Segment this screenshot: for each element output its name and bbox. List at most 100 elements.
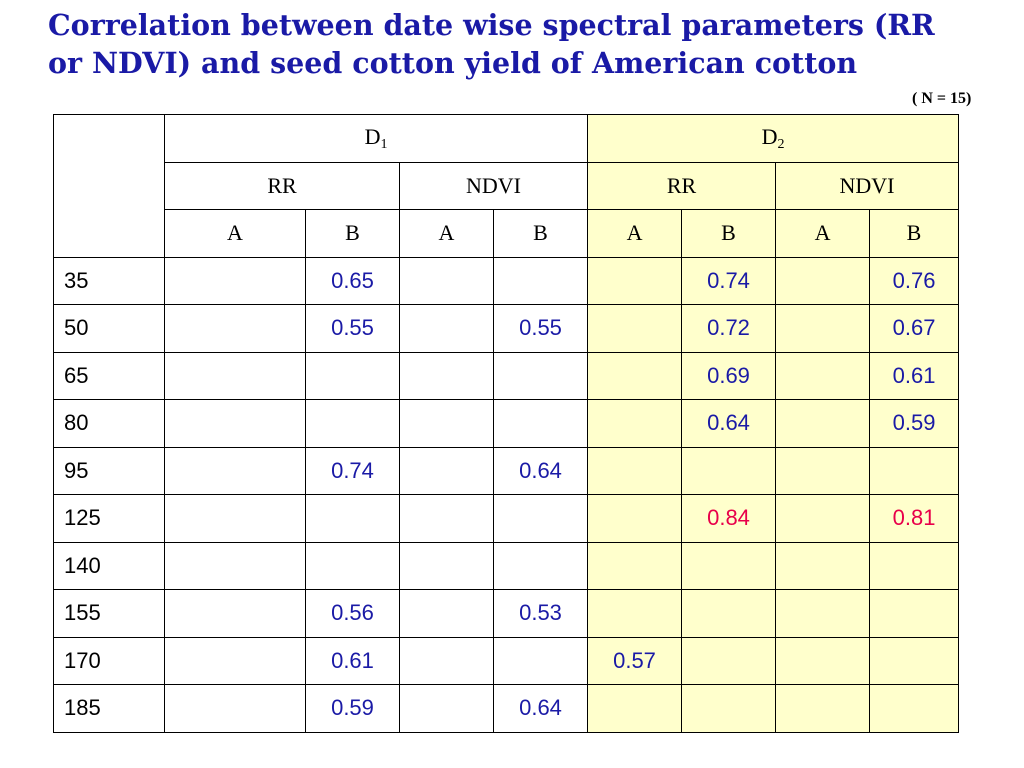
table-cell bbox=[869, 589, 960, 638]
table-row: 170 0.61 0.57 bbox=[53, 636, 960, 685]
table-cell bbox=[164, 684, 306, 733]
table-cell bbox=[399, 351, 494, 400]
row-label: 65 bbox=[53, 351, 165, 400]
table-cell: 0.72 bbox=[681, 304, 777, 353]
table-cell bbox=[775, 494, 871, 543]
header-subcol: A bbox=[164, 209, 306, 258]
table-row: 80 0.64 0.59 bbox=[53, 399, 960, 448]
table-cell bbox=[587, 399, 683, 448]
table-cell bbox=[869, 684, 960, 733]
header-subcol: B bbox=[869, 209, 960, 258]
sample-size-note: ( N = 15) bbox=[912, 90, 972, 107]
header-param-d2-rr: RR bbox=[587, 161, 777, 210]
header-d1: D1 bbox=[163, 114, 589, 163]
table-row: 95 0.74 0.64 bbox=[53, 446, 960, 495]
header-param-d1-rr: RR bbox=[164, 161, 400, 210]
table-data-body: 35 0.65 0.74 0.76 50 0.55 0.55 0.72 0.67 65 0.69 0.… bbox=[53, 256, 960, 733]
table-cell: 0.67 bbox=[869, 304, 960, 353]
table-cell bbox=[587, 541, 683, 590]
table-cell bbox=[869, 541, 960, 590]
table-row: 140 bbox=[53, 541, 960, 590]
header-subcol: B bbox=[681, 209, 777, 258]
header-d2-subscript: 2 bbox=[777, 136, 785, 152]
row-label: 170 bbox=[53, 636, 165, 685]
table-cell: 0.64 bbox=[492, 684, 589, 733]
table-cell bbox=[399, 636, 494, 685]
table-cell bbox=[164, 399, 306, 448]
table-cell bbox=[869, 636, 960, 685]
table-cell: 0.76 bbox=[869, 256, 960, 305]
table-cell bbox=[399, 541, 494, 590]
table-cell: 0.64 bbox=[681, 399, 777, 448]
header-subcol: A bbox=[587, 209, 683, 258]
table-cell bbox=[305, 541, 400, 590]
row-label: 140 bbox=[53, 541, 165, 590]
row-label: 35 bbox=[53, 256, 165, 305]
table-row: 65 0.69 0.61 bbox=[53, 351, 960, 400]
correlation-table: D1 D2 RR NDVI RR NDVI A B A B A B A B 35… bbox=[53, 114, 960, 733]
table-cell bbox=[775, 256, 871, 305]
row-label: 80 bbox=[53, 399, 165, 448]
header-d1-letter: D bbox=[364, 123, 381, 149]
table-cell bbox=[775, 304, 871, 353]
table-cell: 0.74 bbox=[681, 256, 777, 305]
table-cell bbox=[305, 351, 400, 400]
table-cell: 0.56 bbox=[305, 589, 400, 638]
header-row-params: RR NDVI RR NDVI bbox=[54, 161, 960, 210]
table-cell: 0.74 bbox=[305, 446, 400, 495]
table-cell: 0.59 bbox=[305, 684, 400, 733]
table-cell: 0.81 bbox=[869, 494, 960, 543]
table-cell bbox=[681, 684, 777, 733]
row-label: 125 bbox=[53, 494, 165, 543]
table-cell bbox=[775, 684, 871, 733]
table-cell bbox=[587, 304, 683, 353]
table-cell: 0.53 bbox=[492, 589, 589, 638]
table-cell: 0.61 bbox=[869, 351, 960, 400]
table-cell: 0.57 bbox=[587, 636, 683, 685]
table-cell bbox=[399, 494, 494, 543]
header-d1-subscript: 1 bbox=[380, 136, 388, 152]
table-cell: 0.64 bbox=[492, 446, 589, 495]
header-subcol: B bbox=[305, 209, 400, 258]
header-subcol: B bbox=[492, 209, 589, 258]
table-cell bbox=[587, 589, 683, 638]
table-cell bbox=[164, 304, 306, 353]
table-cell bbox=[492, 636, 589, 685]
table-cell bbox=[869, 446, 960, 495]
row-label: 95 bbox=[53, 446, 165, 495]
table-cell bbox=[399, 256, 494, 305]
table-cell bbox=[775, 351, 871, 400]
header-corner-cell bbox=[53, 114, 165, 258]
table-cell bbox=[775, 589, 871, 638]
row-label: 50 bbox=[53, 304, 165, 353]
table-cell bbox=[681, 636, 777, 685]
header-row-subcols: A B A B A B A B bbox=[54, 209, 960, 258]
row-label: 185 bbox=[53, 684, 165, 733]
table-cell bbox=[587, 446, 683, 495]
table-cell bbox=[681, 541, 777, 590]
table-cell bbox=[399, 304, 494, 353]
table-cell bbox=[587, 684, 683, 733]
table-cell: 0.55 bbox=[305, 304, 400, 353]
header-d2-letter: D bbox=[761, 123, 778, 149]
table-cell bbox=[164, 446, 306, 495]
table-cell bbox=[399, 446, 494, 495]
table-cell bbox=[399, 399, 494, 448]
header-d2: D2 bbox=[587, 114, 960, 163]
table-cell bbox=[164, 541, 306, 590]
header-param-d1-ndvi: NDVI bbox=[398, 161, 589, 210]
table-cell bbox=[164, 256, 306, 305]
table-cell bbox=[587, 256, 683, 305]
table-cell bbox=[399, 589, 494, 638]
table-cell bbox=[775, 399, 871, 448]
table-cell: 0.55 bbox=[492, 304, 589, 353]
title-line-2: or NDVI) and seed cotton yield of Americ… bbox=[48, 46, 858, 80]
table-cell: 0.69 bbox=[681, 351, 777, 400]
header-param-d2-ndvi: NDVI bbox=[775, 161, 960, 210]
table-cell bbox=[305, 399, 400, 448]
table-cell: 0.65 bbox=[305, 256, 400, 305]
table-cell bbox=[492, 494, 589, 543]
slide-title: Correlation between date wise spectral p… bbox=[48, 6, 1008, 82]
table-cell bbox=[492, 256, 589, 305]
